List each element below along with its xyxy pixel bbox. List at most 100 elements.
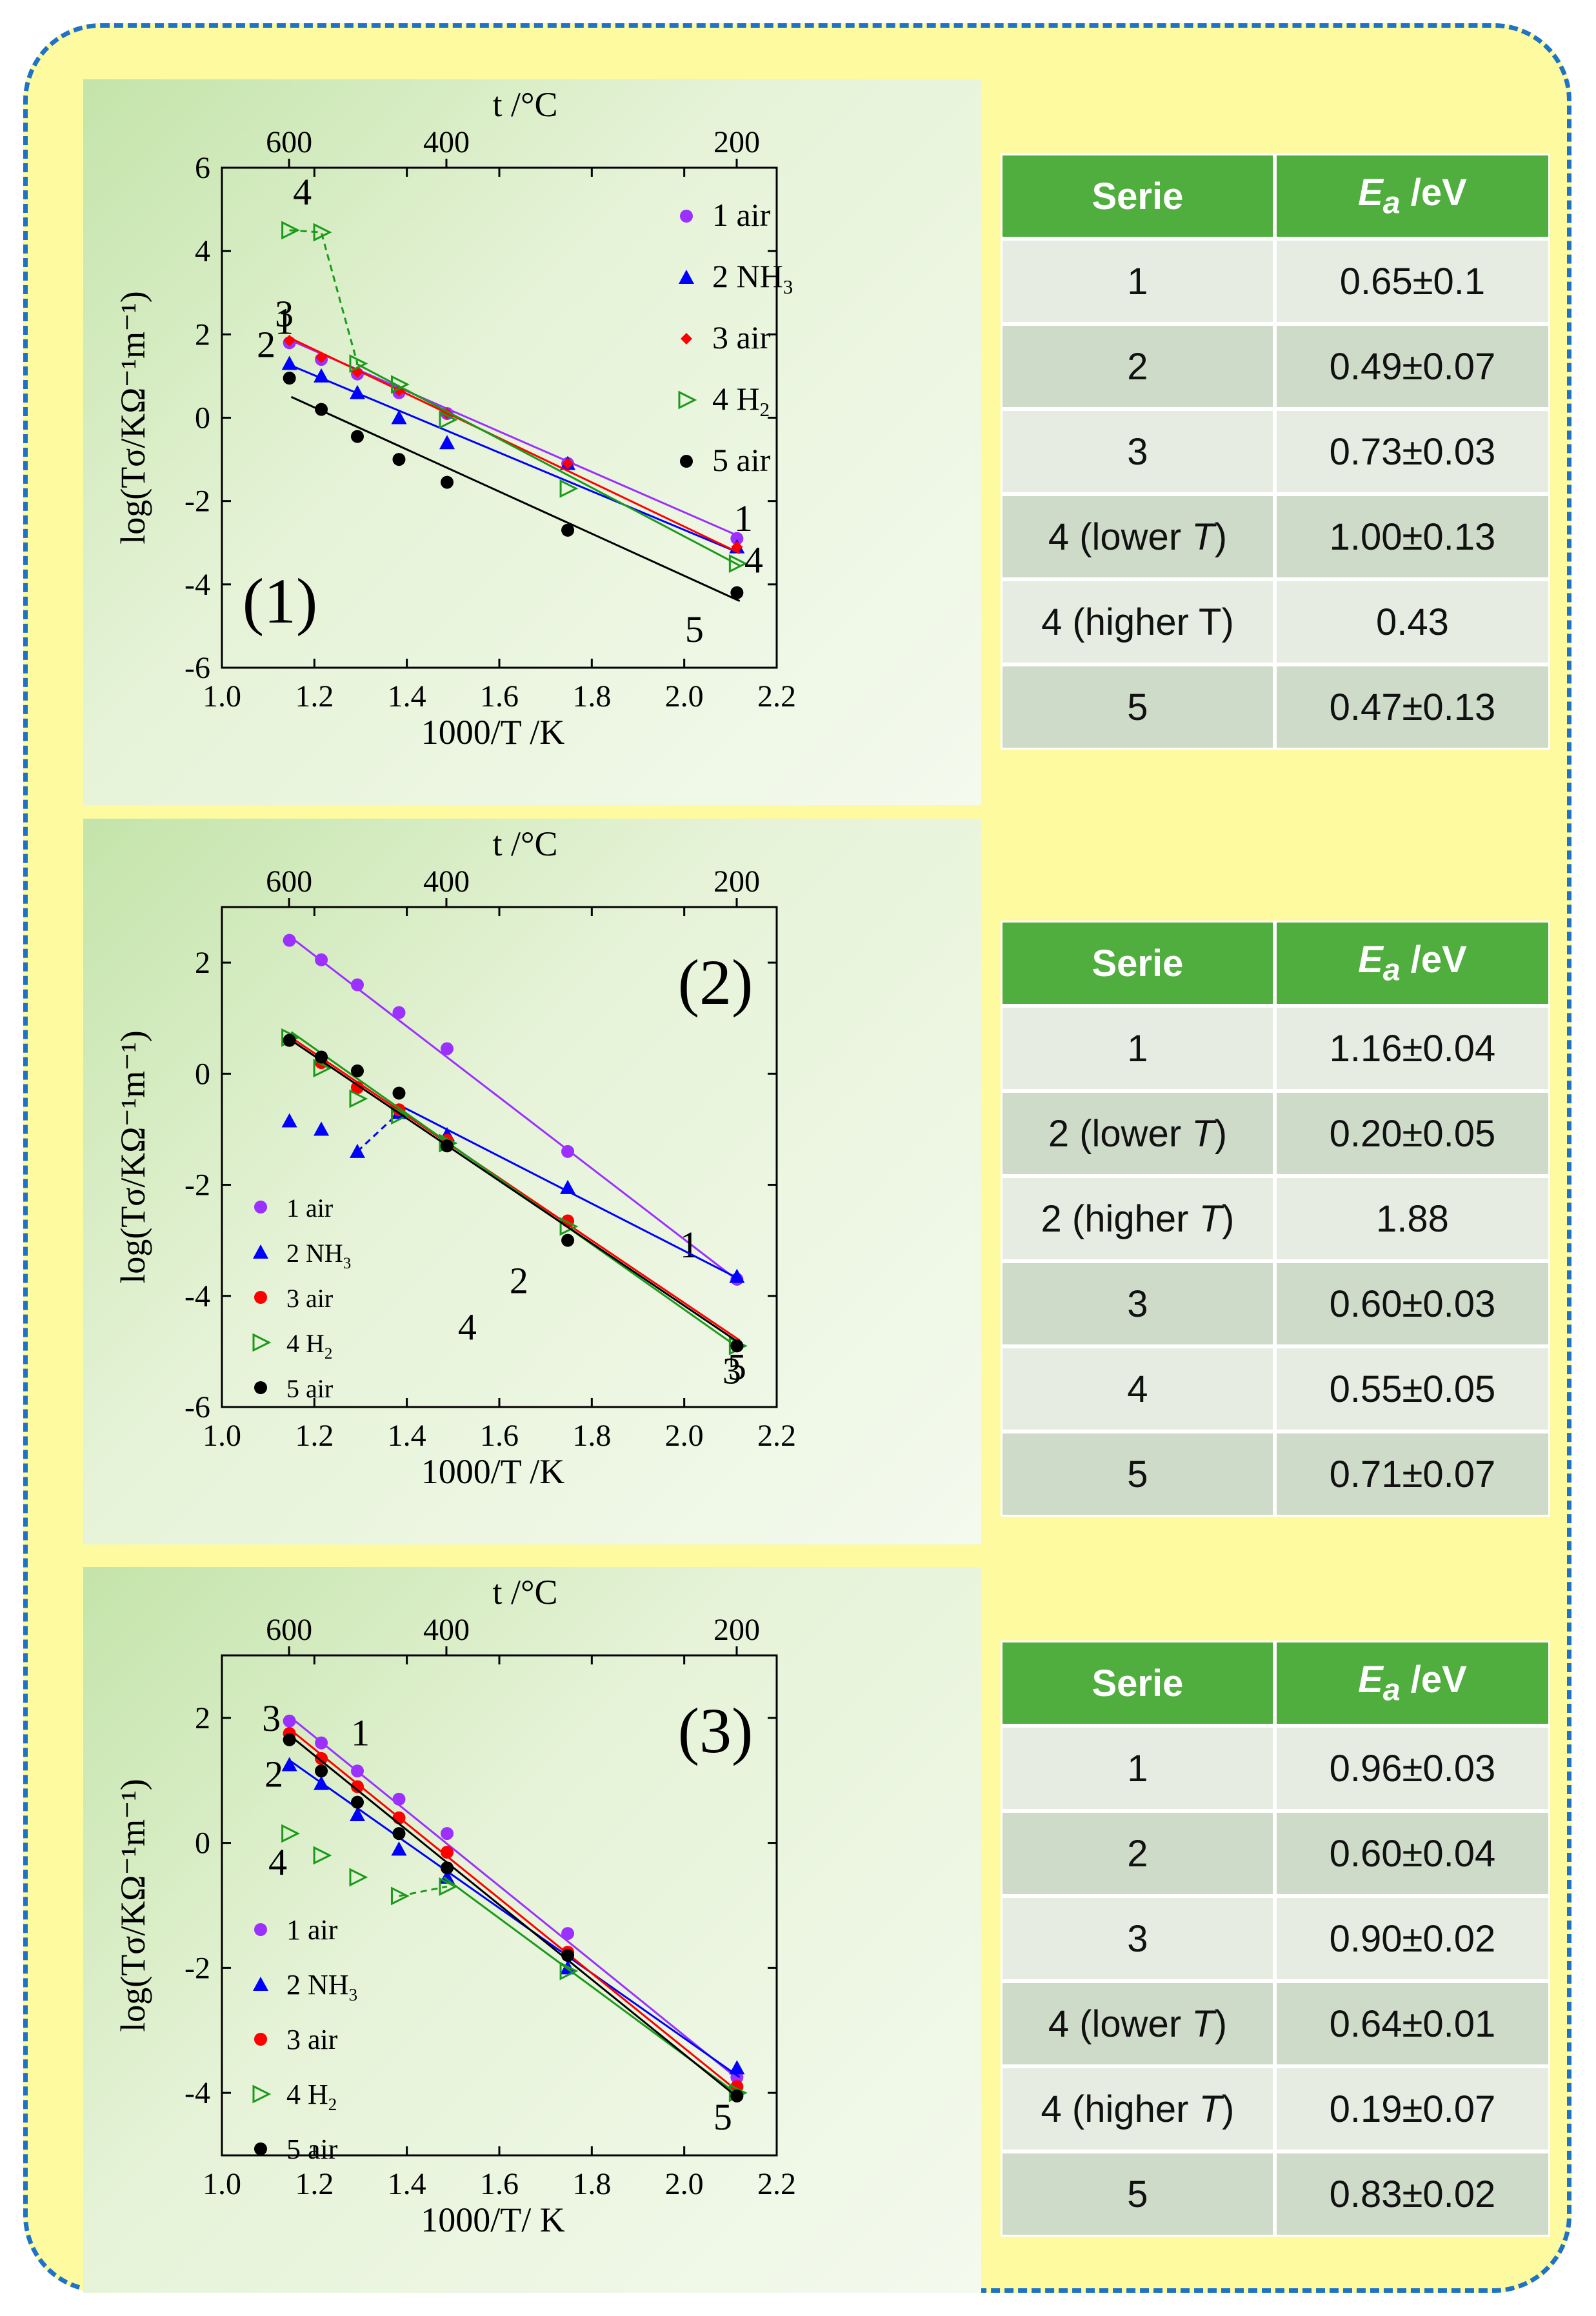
legend: 1 air 2 NH3 3 air 4 H2 5 air: [678, 197, 793, 478]
y-tick-label: -4: [185, 568, 210, 602]
data-point: [283, 1733, 296, 1746]
series-label: 1: [680, 1224, 699, 1266]
series-label: 2: [510, 1260, 528, 1302]
data-point: [439, 410, 458, 430]
top-tick-label: 400: [423, 864, 470, 899]
series-3: [283, 1727, 744, 2094]
legend-label: 5 air: [286, 2133, 338, 2165]
legend-marker: [254, 2033, 267, 2046]
fit-line: [290, 1717, 741, 2081]
data-point: [559, 1217, 579, 1236]
chart-panel-3: 1.0 1.2 1.4 1.6 1.8 2.0 2.2 -4 -2 0 2 600 400 200 1000…: [83, 1567, 981, 2293]
x-tick-label: 1.2: [295, 2167, 334, 2201]
panel-label: (2): [678, 946, 753, 1018]
data-point: [390, 1886, 410, 1906]
table-row: 2 0.49±0.07: [1001, 324, 1550, 409]
y-tick-label: -2: [185, 484, 210, 519]
data-point: [313, 1846, 332, 1865]
data-point: [350, 1764, 364, 1778]
top-axis-title: t /°C: [492, 1573, 557, 1612]
series-label: 3: [723, 1350, 741, 1392]
fit-line: [290, 1031, 741, 1350]
data-point: [561, 1927, 575, 1941]
top-tick-label: 200: [713, 125, 760, 159]
y-tick-label: 0: [195, 1057, 210, 1091]
table-row: 4 (higher T) 0.43: [1001, 579, 1550, 664]
data-point: [392, 1006, 406, 1019]
activation-energy-table-1: Serie Ea /eV 1 0.65±0.1 2 0.49±0.07 3 0.73±…: [1001, 154, 1550, 750]
legend-marker: [681, 333, 692, 344]
series-3: [283, 335, 743, 554]
activation-energy-table-3: Serie Ea /eV 1 0.96±0.03 2 0.60±0.04 3 0.90…: [1001, 1641, 1550, 2237]
y-tick-label: 4: [195, 234, 210, 268]
legend-marker: [254, 1201, 267, 1213]
data-point: [315, 953, 328, 966]
chart-3: 1.0 1.2 1.4 1.6 1.8 2.0 2.2 -4 -2 0 2 600 400 200 1000…: [114, 1573, 796, 2239]
data-point: [281, 1824, 300, 1843]
data-point: [730, 586, 744, 599]
data-point: [349, 1143, 365, 1158]
y-tick-label: -6: [185, 651, 210, 685]
data-point: [281, 1113, 297, 1128]
legend-marker: [678, 390, 697, 410]
data-point: [561, 523, 575, 537]
data-point: [561, 1949, 575, 1962]
data-point: [441, 1042, 454, 1055]
data-point: [441, 1139, 454, 1153]
x-tick-label: 2.0: [665, 679, 704, 714]
data-point: [392, 1827, 406, 1841]
chart-2: 1.0 1.2 1.4 1.6 1.8 2.0 2.2 -6 -4 -2 0 2 600 400 200 10…: [114, 824, 796, 1491]
y-tick-label: 2: [195, 946, 210, 980]
series-label: 2: [264, 1753, 283, 1795]
x-tick-label: 1.4: [388, 2167, 426, 2201]
data-point: [349, 1089, 368, 1108]
top-tick-label: 600: [266, 1613, 312, 1647]
fit-line: [290, 364, 741, 554]
data-point: [283, 933, 296, 947]
data-point: [392, 453, 406, 466]
table-row: 5 0.47±0.13: [1001, 664, 1550, 750]
dashed-segment: [289, 229, 359, 364]
legend-marker: [680, 210, 693, 223]
data-point: [283, 372, 296, 385]
x-tick-label: 2.2: [757, 2167, 796, 2201]
data-point: [392, 1792, 406, 1806]
top-tick-label: 400: [423, 125, 470, 159]
top-axis-title: t /°C: [492, 824, 557, 863]
x-tick-label: 2.2: [757, 679, 796, 714]
table-row: 1 1.16±0.04: [1001, 1006, 1550, 1091]
x-tick-label: 1.2: [295, 679, 334, 714]
legend-label: 5 air: [286, 1374, 333, 1403]
data-point: [349, 1807, 365, 1822]
series-1: [283, 933, 744, 1286]
legend-label: 1 air: [286, 1193, 333, 1223]
table-row: 5 0.83±0.02: [1001, 2151, 1550, 2237]
panel-label: (1): [243, 565, 318, 637]
fit-line: [290, 337, 741, 554]
data-point: [390, 1106, 410, 1125]
y-axis-title: log(Tσ/KΩ⁻¹m⁻¹): [114, 1030, 152, 1284]
series-label: 5: [728, 1346, 746, 1388]
data-point: [561, 1233, 575, 1247]
legend: 1 air 2 NH3 3 air 4 H2 5 air: [252, 1914, 357, 2165]
data-point: [283, 1714, 296, 1728]
header-serie: Serie: [1001, 921, 1275, 1006]
fit-line: [290, 1037, 741, 1341]
legend-marker: [254, 1291, 267, 1304]
data-point: [315, 403, 328, 416]
data-point: [349, 354, 368, 373]
table-row: 2 0.60±0.04: [1001, 1811, 1550, 1896]
series-label: 3: [275, 293, 294, 335]
y-tick-label: -4: [185, 2076, 210, 2110]
data-point: [391, 410, 407, 424]
data-point: [441, 475, 454, 489]
series-label: 2: [257, 324, 275, 366]
fit-line: [290, 937, 741, 1283]
fit-line: [290, 395, 741, 603]
top-tick-label: 400: [423, 1613, 470, 1647]
data-point: [729, 2060, 745, 2075]
data-point: [281, 355, 297, 370]
x-tick-label: 1.6: [480, 679, 519, 714]
legend-label: 3 air: [286, 2024, 338, 2055]
x-axis-title: 1000/T/ K: [421, 2201, 565, 2239]
